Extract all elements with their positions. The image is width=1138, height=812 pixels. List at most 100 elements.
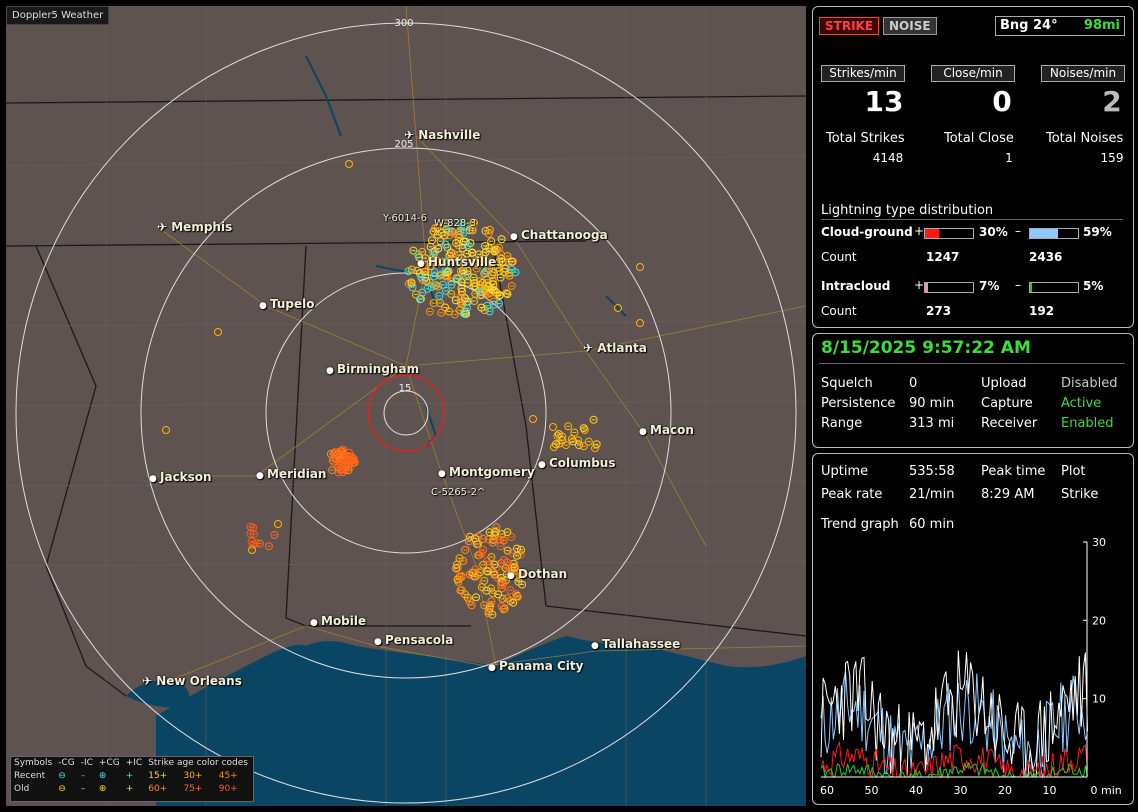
- strike-marker: [162, 426, 170, 434]
- ic-count-label: Count: [821, 304, 857, 318]
- strike-marker: [505, 271, 514, 280]
- strike-marker: [529, 415, 537, 423]
- trend-window-value[interactable]: 60 min: [909, 517, 955, 532]
- total-close-value: 1: [1005, 151, 1013, 165]
- city-dot-icon: ●: [417, 259, 428, 269]
- strike-marker: [487, 597, 496, 606]
- state-borders: [6, 95, 806, 697]
- total-noises-label: Total Noises: [1046, 131, 1124, 146]
- noise-mode-button[interactable]: NOISE: [883, 17, 937, 35]
- strike-marker: [331, 449, 340, 458]
- trend-graph: 30 20 10 60 50 40 30 20 10 0 min: [820, 536, 1122, 797]
- strike-marker: [417, 273, 426, 282]
- ic-negative-pct: 5%: [1083, 279, 1104, 293]
- strike-marker: [469, 273, 478, 282]
- neg-ic-old-icon: –: [80, 784, 86, 794]
- trend-series-line: [820, 740, 1088, 779]
- strike-marker: [465, 570, 474, 579]
- bearing-box: Bng 24° 98mi: [995, 16, 1125, 36]
- cg-positive-pct: 30%: [979, 225, 1008, 239]
- strike-marker: [550, 443, 558, 451]
- persistence-value: 90 min: [909, 396, 955, 411]
- city-label: ● Meridian: [256, 467, 326, 481]
- total-strikes-value: 4148: [872, 151, 904, 165]
- strike-marker: [497, 581, 505, 590]
- city-dot-icon: ●: [639, 427, 650, 437]
- strike-marker: [435, 271, 444, 280]
- age-45: 45+: [218, 771, 238, 781]
- strike-marker: [411, 290, 420, 299]
- strike-marker: [507, 533, 516, 542]
- city-name: Mobile: [321, 614, 367, 628]
- peak-time-label: Peak time: [981, 464, 1046, 479]
- plot-value[interactable]: Strike: [1061, 487, 1099, 502]
- strike-marker: [449, 250, 458, 258]
- receiver-value[interactable]: Enabled: [1061, 416, 1114, 431]
- strike-marker: [487, 259, 496, 268]
- strike-marker: [510, 563, 519, 572]
- strike-marker: [457, 254, 466, 263]
- strike-marker: [516, 550, 525, 559]
- strike-marker: [636, 263, 644, 271]
- strikes-per-min-value: 13: [864, 85, 904, 118]
- strike-marker: [329, 457, 338, 466]
- strike-marker: [508, 549, 517, 558]
- ic-minus-sign: –: [1015, 278, 1021, 292]
- strike-marker: [480, 576, 489, 585]
- trend-y-tick-label: 10: [1092, 693, 1106, 706]
- strike-marker: [472, 593, 481, 602]
- strike-marker: [429, 299, 438, 308]
- storm-tag[interactable]: W-828-3: [434, 218, 477, 229]
- close-range-ring: [367, 374, 445, 452]
- strike-marker: [487, 553, 496, 562]
- airport-icon: ✈: [583, 341, 598, 355]
- strike-marker: [270, 531, 279, 539]
- strike-marker: [484, 609, 493, 618]
- strike-marker: [476, 257, 485, 266]
- city-name: Montgomery: [449, 465, 535, 479]
- age-30: 30+: [183, 771, 203, 781]
- trend-x-unit: min: [1101, 784, 1122, 797]
- trend-x-tick-label: 10: [1043, 784, 1057, 797]
- strike-marker: [264, 542, 273, 551]
- ic-positive-bar: [924, 282, 974, 293]
- strike-marker: [463, 304, 471, 313]
- ic-negative-bar: [1029, 282, 1079, 293]
- city-label: ● Mobile: [310, 614, 366, 628]
- roads: [146, 6, 806, 687]
- airport-icon: ✈: [404, 128, 419, 142]
- strike-marker: [425, 307, 434, 316]
- symbol-legend: Symbols -CG -IC +CG +IC Strike age color…: [10, 756, 254, 802]
- city-name: Macon: [650, 423, 694, 437]
- upload-value[interactable]: Disabled: [1061, 376, 1118, 391]
- strike-marker: [413, 266, 422, 275]
- strike-marker: [439, 257, 448, 266]
- strike-marker: [458, 287, 466, 296]
- strike-marker: [491, 527, 500, 536]
- range-rings: [15, 22, 797, 804]
- storm-tag[interactable]: Y-6014-6: [383, 213, 427, 224]
- strike-marker: [430, 272, 439, 281]
- storm-tag[interactable]: C-5265-2^: [431, 487, 486, 498]
- strike-marker: [452, 239, 461, 248]
- strike-marker: [350, 458, 359, 467]
- peak-rate-label: Peak rate: [821, 487, 883, 502]
- city-dot-icon: ●: [438, 469, 449, 479]
- strike-marker: [591, 444, 599, 453]
- city-name: Tallahassee: [602, 637, 681, 651]
- strike-marker: [477, 549, 486, 558]
- rivers: [305, 55, 627, 447]
- trend-x-tick-label: 60: [820, 784, 834, 797]
- strike-marker: [463, 266, 472, 275]
- lightning-map[interactable]: 300 205 15 Doppler5 Weather ✈ Nashville ✈…: [6, 6, 806, 806]
- strike-mode-button[interactable]: STRIKE: [819, 17, 880, 35]
- strike-marker: [441, 240, 450, 249]
- strike-marker: [483, 567, 492, 576]
- neg-ic-recent-icon: –: [80, 771, 86, 781]
- capture-value[interactable]: Active: [1061, 396, 1102, 411]
- strike-layer: [162, 160, 644, 619]
- strike-marker: [255, 539, 264, 548]
- strike-marker: [461, 222, 470, 231]
- strike-marker: [346, 457, 355, 466]
- map-svg: 300 205 15: [6, 6, 806, 806]
